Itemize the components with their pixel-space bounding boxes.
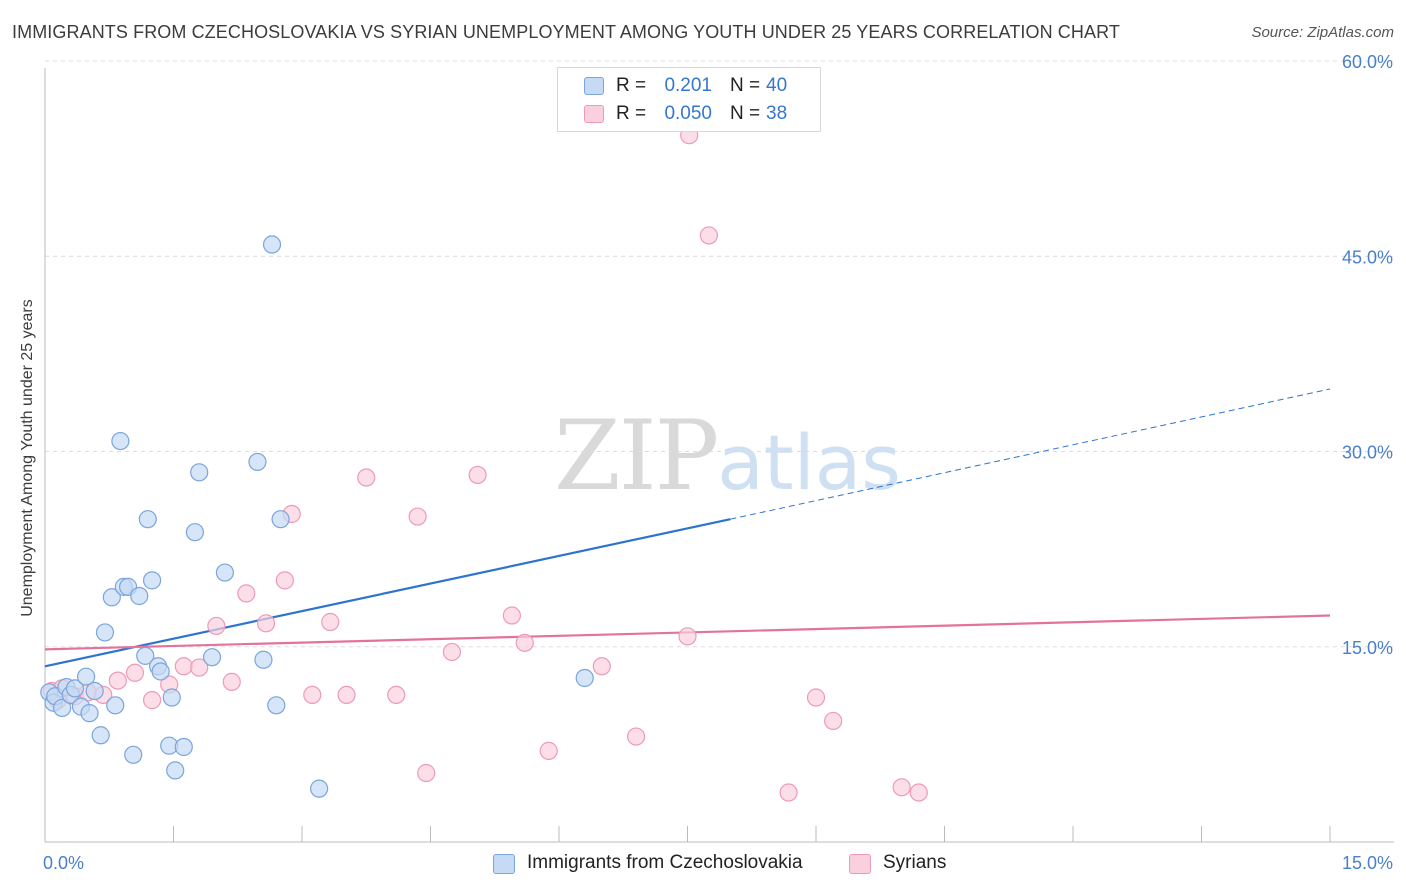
point-syrians — [892, 778, 911, 797]
bottom-legend-swatch-pink — [849, 854, 871, 874]
point-czechoslovakia — [130, 586, 149, 606]
point-czechoslovakia — [174, 737, 193, 757]
point-syrians — [824, 711, 843, 731]
y-tick-label: 15.0% — [1342, 638, 1393, 658]
legend-n-label: N = — [730, 75, 761, 96]
trend-line-czechoslovakia-extension — [730, 388, 1331, 520]
point-syrians — [108, 671, 127, 690]
point-czechoslovakia — [162, 688, 181, 707]
point-czechoslovakia — [77, 667, 96, 686]
point-syrians — [237, 584, 256, 603]
point-syrians — [626, 727, 646, 746]
point-czechoslovakia — [267, 696, 286, 715]
legend-row-czechoslovakia: R = 0.201 N = 40 — [558, 72, 820, 100]
point-syrians — [806, 688, 826, 707]
point-czechoslovakia — [254, 650, 273, 669]
point-czechoslovakia — [310, 779, 329, 798]
legend-r-label: R = — [616, 75, 647, 96]
point-czechoslovakia — [124, 745, 143, 764]
point-czechoslovakia — [262, 235, 282, 254]
tick-labels: 15.0% 30.0% 45.0% 60.0% 0.0% 15.0% — [43, 52, 1393, 873]
point-czechoslovakia — [575, 668, 594, 688]
point-czechoslovakia — [185, 523, 205, 542]
legend-r-value: 0.050 — [664, 103, 712, 124]
point-czechoslovakia — [106, 696, 125, 715]
chart-title: IMMIGRANTS FROM CZECHOSLOVAKIA VS SYRIAN… — [12, 22, 1120, 42]
legend-n-value: 40 — [766, 75, 788, 96]
point-czechoslovakia — [136, 646, 155, 665]
bottom-legend-label: Syrians — [883, 852, 947, 873]
point-czechoslovakia — [151, 662, 170, 681]
point-syrians — [909, 783, 928, 802]
watermark-atlas: atlas — [717, 418, 901, 507]
watermark-zip: ZIP — [554, 400, 719, 512]
point-syrians — [408, 507, 427, 526]
point-syrians — [142, 691, 162, 710]
point-syrians — [502, 606, 521, 625]
point-syrians — [417, 763, 436, 783]
source-label: Source: ZipAtlas.com — [1251, 24, 1394, 41]
bottom-legend-label: Immigrants from Czechoslovakia — [527, 852, 803, 873]
legend-row-syrians: R = 0.050 N = 38 — [558, 100, 820, 128]
point-czechoslovakia — [138, 510, 157, 529]
correlation-legend: R = 0.201 N = 40 R = 0.050 N = 38 — [557, 67, 821, 132]
point-czechoslovakia — [248, 452, 267, 472]
point-syrians — [387, 685, 406, 705]
legend-n-value: 38 — [766, 103, 788, 124]
trend-lines — [44, 388, 1331, 668]
point-czechoslovakia — [85, 681, 104, 701]
point-czechoslovakia — [215, 563, 234, 582]
trend-line-czechoslovakia — [44, 518, 731, 668]
point-czechoslovakia — [271, 510, 290, 529]
point-syrians — [207, 616, 226, 636]
point-syrians — [592, 657, 611, 676]
point-czechoslovakia — [202, 648, 222, 667]
point-syrians — [442, 642, 462, 662]
y-tick-label: 45.0% — [1342, 247, 1393, 267]
bottom-legend-swatch-blue — [493, 854, 515, 874]
data-points — [40, 126, 928, 802]
point-syrians — [256, 614, 276, 633]
point-czechoslovakia — [91, 726, 110, 745]
point-czechoslovakia — [53, 698, 72, 718]
point-syrians — [779, 783, 798, 802]
point-syrians — [174, 657, 193, 676]
y-tick-label: 30.0% — [1342, 443, 1393, 463]
point-syrians — [125, 663, 145, 682]
point-syrians — [321, 612, 340, 632]
legend-r-label: R = — [616, 103, 647, 124]
point-czechoslovakia — [102, 588, 121, 607]
x-tick-label: 0.0% — [43, 853, 84, 873]
point-czechoslovakia — [190, 463, 209, 482]
watermark: ZIPatlas — [554, 400, 901, 512]
legend-swatch-pink — [584, 105, 604, 123]
point-czechoslovakia — [166, 761, 185, 780]
point-czechoslovakia — [95, 623, 115, 642]
point-czechoslovakia — [65, 679, 85, 698]
y-axis-label: Unemployment Among Youth under 25 years — [19, 299, 36, 617]
legend-n-label: N = — [730, 103, 761, 124]
point-czechoslovakia — [111, 431, 130, 451]
point-syrians — [678, 627, 697, 646]
axes — [44, 68, 1394, 843]
point-syrians — [699, 226, 719, 245]
point-syrians — [357, 468, 376, 487]
legend-r-value: 0.201 — [664, 75, 712, 96]
point-syrians — [222, 672, 241, 691]
point-syrians — [275, 571, 294, 590]
grid-lines — [45, 60, 1394, 648]
point-syrians — [468, 465, 487, 485]
x-tick-label: 15.0% — [1342, 853, 1393, 873]
point-syrians — [539, 741, 558, 760]
point-czechoslovakia — [142, 571, 162, 590]
point-syrians — [190, 658, 209, 677]
y-tick-label: 60.0% — [1342, 52, 1393, 72]
point-czechoslovakia — [80, 704, 99, 723]
legend-swatch-blue — [584, 77, 604, 95]
point-syrians — [337, 685, 356, 705]
point-syrians — [303, 685, 322, 705]
point-syrians — [515, 633, 534, 652]
